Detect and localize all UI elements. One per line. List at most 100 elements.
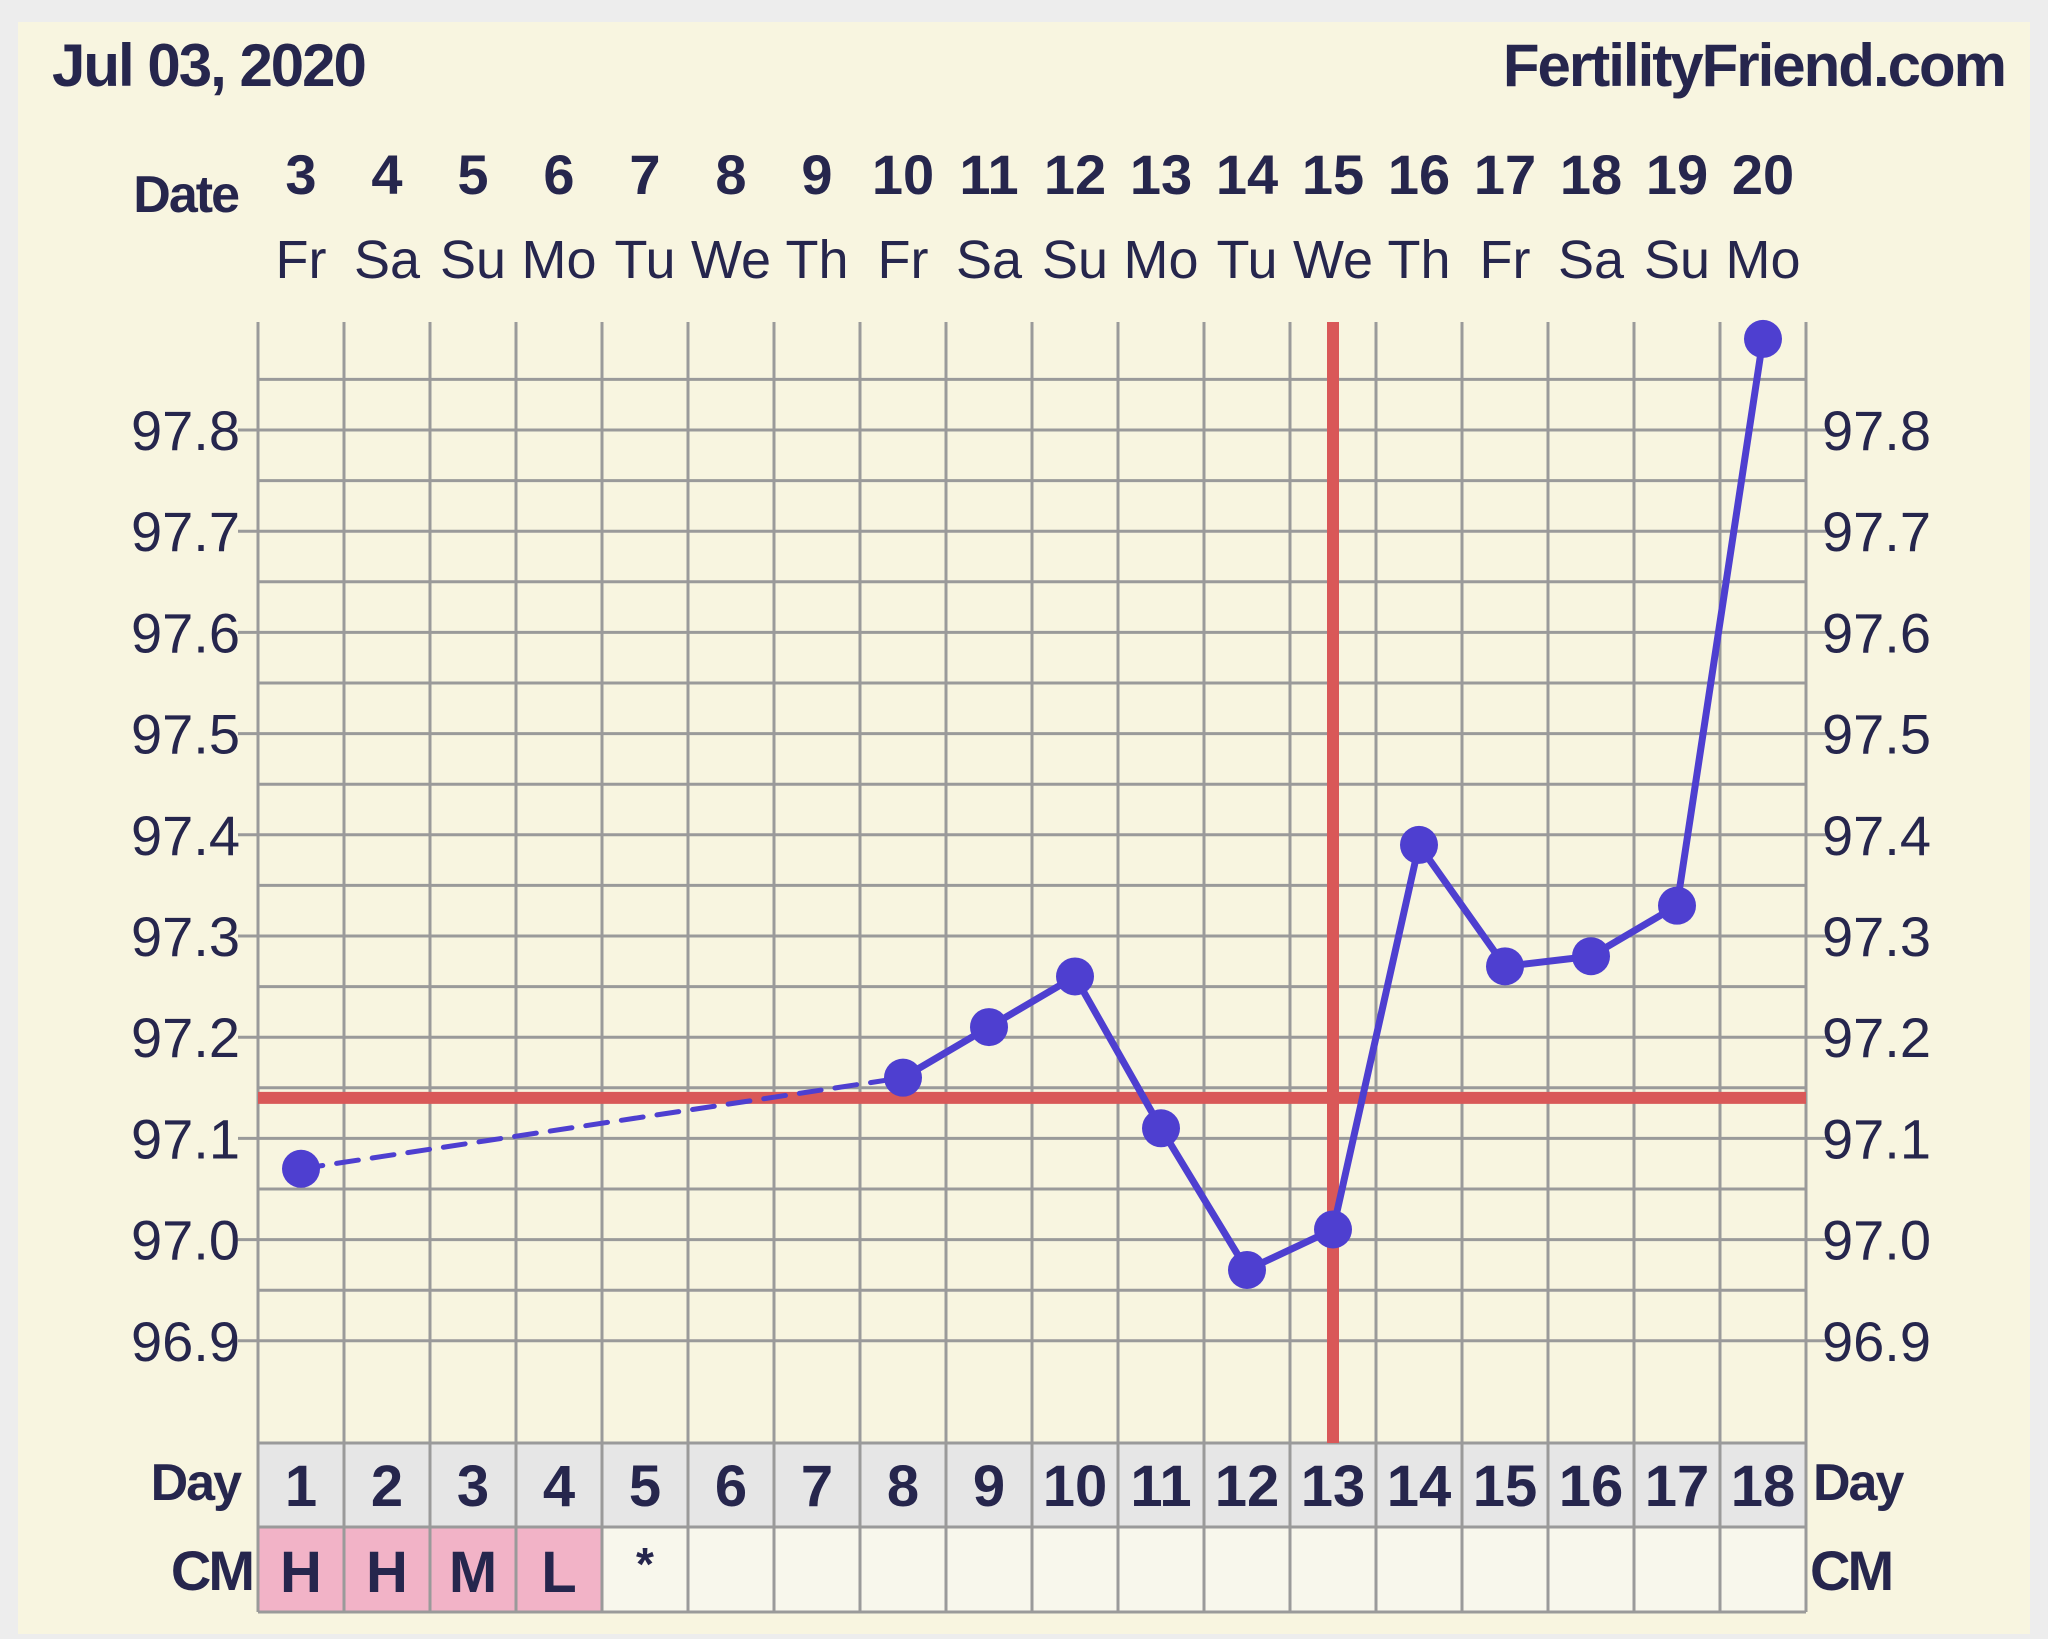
site-name: FertilityFriend.com	[1503, 32, 2005, 99]
cycle-day-label: 7	[801, 1454, 833, 1519]
cm-value: *	[636, 1538, 654, 1590]
x-weekday-label: Mo	[521, 230, 596, 290]
x-date-label: 6	[543, 143, 574, 206]
x-date-label: 9	[801, 143, 832, 206]
cm-cell	[1720, 1527, 1806, 1612]
cycle-day-label: 6	[715, 1454, 747, 1519]
x-date-label: 17	[1474, 143, 1536, 206]
y-tick-label-right: 97.3	[1822, 905, 1931, 968]
cm-cell	[1290, 1527, 1376, 1612]
x-date-label: 4	[371, 143, 402, 206]
x-date-label: 19	[1646, 143, 1708, 206]
cycle-day-label: 5	[629, 1454, 661, 1519]
cm-value: H	[280, 1540, 322, 1605]
cycle-day-label: 9	[973, 1454, 1005, 1519]
cm-row-label-left: CM	[171, 1539, 252, 1602]
cm-cell	[1118, 1527, 1204, 1612]
cycle-day-label: 12	[1215, 1454, 1280, 1519]
cm-value: H	[366, 1540, 408, 1605]
date-row-label: Date	[133, 166, 239, 224]
x-date-label: 18	[1560, 143, 1622, 206]
x-date-label: 3	[285, 143, 316, 206]
data-point	[1658, 886, 1696, 925]
y-tick-label-right: 96.9	[1822, 1310, 1931, 1373]
y-tick-label-right: 97.5	[1822, 703, 1931, 766]
cycle-day-label: 10	[1043, 1454, 1108, 1519]
cm-value: L	[541, 1540, 576, 1605]
series-segment	[1071, 972, 1165, 1132]
cycle-day-label: 13	[1301, 1454, 1366, 1519]
cycle-day-label: 18	[1731, 1454, 1796, 1519]
cm-cell	[946, 1527, 1032, 1612]
cycle-day-label: 15	[1473, 1454, 1538, 1519]
axis-labels: 97.8 97.8 97.7 97.7 97.6 97.6 97.5 97.5 97.4 97.4…	[131, 143, 1931, 1605]
series-segment	[1673, 335, 1767, 910]
cycle-day-label: 1	[285, 1454, 317, 1519]
data-point	[970, 1008, 1008, 1047]
cm-cell	[430, 1527, 516, 1612]
grid	[238, 322, 1826, 1614]
data-point	[1572, 937, 1610, 976]
chart-date-title: Jul 03, 2020	[52, 32, 365, 99]
y-tick-label-left: 97.0	[131, 1209, 240, 1272]
y-tick-label-left: 97.4	[131, 804, 240, 867]
y-tick-label-right: 97.8	[1822, 399, 1931, 462]
y-tick-label-right: 97.1	[1822, 1107, 1931, 1170]
series-segment	[1415, 841, 1509, 970]
y-tick-label-left: 97.2	[131, 1006, 240, 1069]
cycle-day-label: 2	[371, 1454, 403, 1519]
cm-cell	[1376, 1527, 1462, 1612]
cycle-day-label: 11	[1130, 1454, 1191, 1519]
cycle-day-label: 16	[1559, 1454, 1624, 1519]
chart-panel	[18, 22, 2030, 1634]
x-date-label: 10	[872, 143, 934, 206]
data-point	[1744, 319, 1782, 358]
data-point	[1400, 825, 1438, 864]
cm-value: M	[449, 1540, 497, 1605]
x-weekday-label: Fr	[1480, 230, 1531, 290]
y-tick-label-right: 97.2	[1822, 1006, 1931, 1069]
cm-cell	[1204, 1527, 1290, 1612]
y-tick-label-left: 97.5	[131, 703, 240, 766]
data-point	[1228, 1250, 1266, 1289]
data-point	[282, 1149, 320, 1188]
y-tick-label-right: 97.6	[1822, 601, 1931, 664]
y-tick-label-left: 97.7	[131, 500, 240, 563]
cm-cell	[602, 1527, 688, 1612]
cycle-day-label: 4	[543, 1454, 575, 1519]
data-point	[1056, 957, 1094, 996]
cm-cell	[774, 1527, 860, 1612]
x-weekday-label: Su	[440, 230, 506, 290]
day-row-label-right: Day	[1813, 1454, 1904, 1512]
y-tick-label-left: 97.8	[131, 399, 240, 462]
cycle-day-label: 3	[457, 1454, 489, 1519]
cm-cell	[344, 1527, 430, 1612]
x-date-label: 7	[629, 143, 660, 206]
x-weekday-label: Su	[1644, 230, 1710, 290]
x-weekday-label: Mo	[1725, 230, 1800, 290]
cm-cell	[1462, 1527, 1548, 1612]
data-point	[1142, 1109, 1180, 1148]
x-date-label: 5	[457, 143, 488, 206]
day-row-label-left: Day	[151, 1454, 242, 1512]
x-weekday-label: Fr	[878, 230, 929, 290]
x-weekday-label: Tu	[1216, 230, 1277, 290]
series-segment	[1329, 841, 1423, 1233]
overlay	[258, 322, 1806, 1443]
x-date-label: 12	[1044, 143, 1106, 206]
x-date-label: 15	[1302, 143, 1364, 206]
x-date-label: 16	[1388, 143, 1450, 206]
x-weekday-label: Su	[1042, 230, 1108, 290]
cycle-day-label: 14	[1387, 1454, 1452, 1519]
x-weekday-label: Th	[785, 230, 848, 290]
data-point	[1314, 1210, 1352, 1249]
y-tick-label-right: 97.7	[1822, 500, 1931, 563]
series-segment	[1157, 1124, 1251, 1274]
x-date-label: 11	[959, 143, 1018, 206]
cm-cell	[860, 1527, 946, 1612]
y-tick-label-right: 97.4	[1822, 804, 1931, 867]
temperature-series	[282, 319, 1782, 1289]
x-weekday-label: Fr	[276, 230, 327, 290]
y-tick-label-left: 96.9	[131, 1310, 240, 1373]
